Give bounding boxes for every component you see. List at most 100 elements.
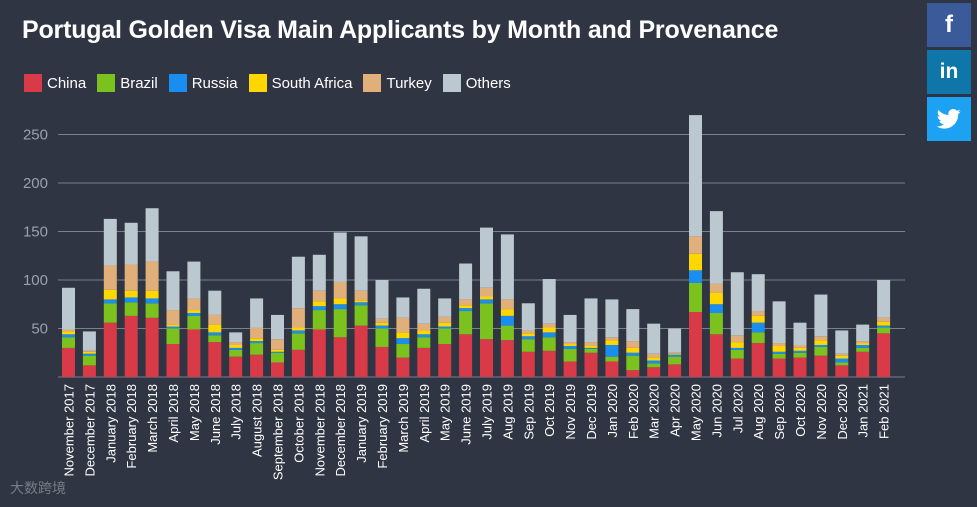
- bar-segment-china: [542, 350, 556, 377]
- bar-segment-brazil: [291, 333, 305, 350]
- bar-segment-brazil: [187, 315, 201, 330]
- bar-segment-china: [333, 337, 347, 377]
- bar-segment-turkey: [563, 342, 577, 345]
- x-tick-label: Jan 2021: [856, 384, 871, 438]
- bar-segment-south-africa: [354, 300, 368, 303]
- bar-segment-south-africa: [647, 357, 661, 361]
- bar-segment-russia: [856, 344, 870, 348]
- bar-segment-china: [250, 354, 264, 377]
- bar-segment-russia: [229, 347, 243, 350]
- bar-segment-turkey: [333, 281, 347, 299]
- bar-segment-russia: [835, 358, 849, 363]
- bar-segment-turkey: [145, 261, 159, 291]
- facebook-icon: f: [945, 11, 953, 38]
- x-tick-label: February 2019: [375, 384, 390, 469]
- bar-segment-brazil: [417, 337, 431, 348]
- bar-segment-turkey: [312, 290, 326, 302]
- y-tick-label: 150: [23, 224, 48, 241]
- bar-segment-russia: [145, 298, 159, 304]
- bar-segment-turkey: [877, 317, 891, 322]
- bar-segment-brazil: [689, 282, 702, 313]
- x-tick-label: May 2019: [438, 384, 453, 441]
- x-tick-label: December 2018: [333, 384, 348, 477]
- bar-segment-others: [793, 322, 807, 345]
- bar-segment-south-africa: [166, 324, 180, 327]
- x-tick-label: Aug 2019: [500, 384, 515, 440]
- bar-segment-brazil: [438, 328, 452, 345]
- bar-segment-china: [312, 329, 326, 377]
- bar-segment-south-africa: [668, 353, 682, 355]
- bar-segment-turkey: [459, 299, 473, 306]
- bar-segment-south-africa: [438, 322, 452, 327]
- bar-segment-russia: [772, 351, 786, 354]
- linkedin-share-button[interactable]: in: [927, 50, 971, 94]
- bar-segment-russia: [563, 345, 577, 349]
- twitter-share-button[interactable]: [927, 97, 971, 141]
- bar-segment-russia: [689, 270, 702, 283]
- y-tick-label: 200: [23, 175, 48, 192]
- bar-segment-turkey: [271, 339, 284, 350]
- bar-segment-china: [103, 322, 117, 377]
- bar-segment-russia: [877, 325, 891, 328]
- bar-segment-russia: [647, 360, 661, 364]
- bar-segment-others: [877, 280, 891, 318]
- x-tick-label: January 2019: [354, 384, 369, 463]
- x-tick-label: April 2018: [166, 384, 181, 443]
- legend-item: Brazil: [97, 74, 158, 92]
- bar-segment-turkey: [208, 314, 222, 325]
- bar-segment-south-africa: [291, 327, 305, 331]
- bar-segment-russia: [584, 347, 598, 349]
- legend-item: South Africa: [248, 74, 352, 92]
- legend-swatch: [97, 74, 116, 92]
- legend-item: Russia: [168, 74, 238, 92]
- bar-segment-brazil: [814, 346, 828, 356]
- x-tick-label: Sep 2019: [521, 384, 536, 440]
- x-tick-label: Mar 2020: [647, 384, 662, 439]
- legend-label: China: [47, 74, 87, 92]
- bar-segment-turkey: [62, 329, 75, 332]
- bar-segment-turkey: [668, 352, 682, 354]
- bar-segment-others: [751, 274, 765, 312]
- bar-segment-brazil: [542, 337, 556, 351]
- bar-segment-others: [835, 330, 849, 354]
- bar-segment-china: [417, 347, 431, 377]
- bar-segment-south-africa: [124, 290, 138, 298]
- bar-segment-south-africa: [417, 330, 431, 335]
- bar-segment-brazil: [751, 332, 765, 344]
- bar-segment-china: [375, 346, 389, 377]
- bar-segment-south-africa: [500, 309, 514, 316]
- bar-segment-russia: [500, 315, 514, 326]
- linkedin-icon: in: [939, 60, 959, 83]
- bar-segment-china: [835, 365, 849, 377]
- bar-segment-russia: [521, 336, 535, 340]
- bar-segment-brazil: [647, 363, 661, 368]
- bar-segment-south-africa: [814, 340, 828, 345]
- bar-segment-south-africa: [877, 321, 891, 326]
- bar-segment-south-africa: [250, 338, 264, 342]
- bar-segment-others: [250, 298, 264, 328]
- bar-segment-china: [689, 312, 702, 377]
- facebook-share-button[interactable]: f: [927, 3, 971, 47]
- legend-swatch: [442, 74, 461, 92]
- bar-segment-others: [229, 332, 243, 343]
- bar-segment-others: [312, 254, 326, 291]
- bar-segment-brazil: [856, 347, 870, 352]
- bar-segment-russia: [709, 304, 723, 313]
- bar-segment-south-africa: [229, 344, 243, 348]
- bar-segment-others: [668, 328, 682, 353]
- bar-segment-others: [563, 314, 577, 343]
- bar-segment-others: [856, 324, 870, 342]
- bar-segment-others: [480, 227, 493, 288]
- x-tick-label: Jul 2020: [730, 384, 745, 433]
- bar-segment-china: [605, 361, 619, 377]
- x-tick-label: July 2019: [480, 384, 495, 440]
- bar-segment-south-africa: [730, 342, 744, 348]
- x-tick-label: Apr 2020: [668, 384, 683, 437]
- bar-segment-turkey: [124, 264, 138, 291]
- x-tick-label: Oct 2019: [542, 384, 557, 437]
- bar-segment-others: [396, 297, 410, 318]
- bar-segment-china: [563, 361, 577, 377]
- bar-segment-brazil: [500, 325, 514, 341]
- bar-segment-south-africa: [312, 301, 326, 307]
- bar-segment-russia: [62, 334, 75, 338]
